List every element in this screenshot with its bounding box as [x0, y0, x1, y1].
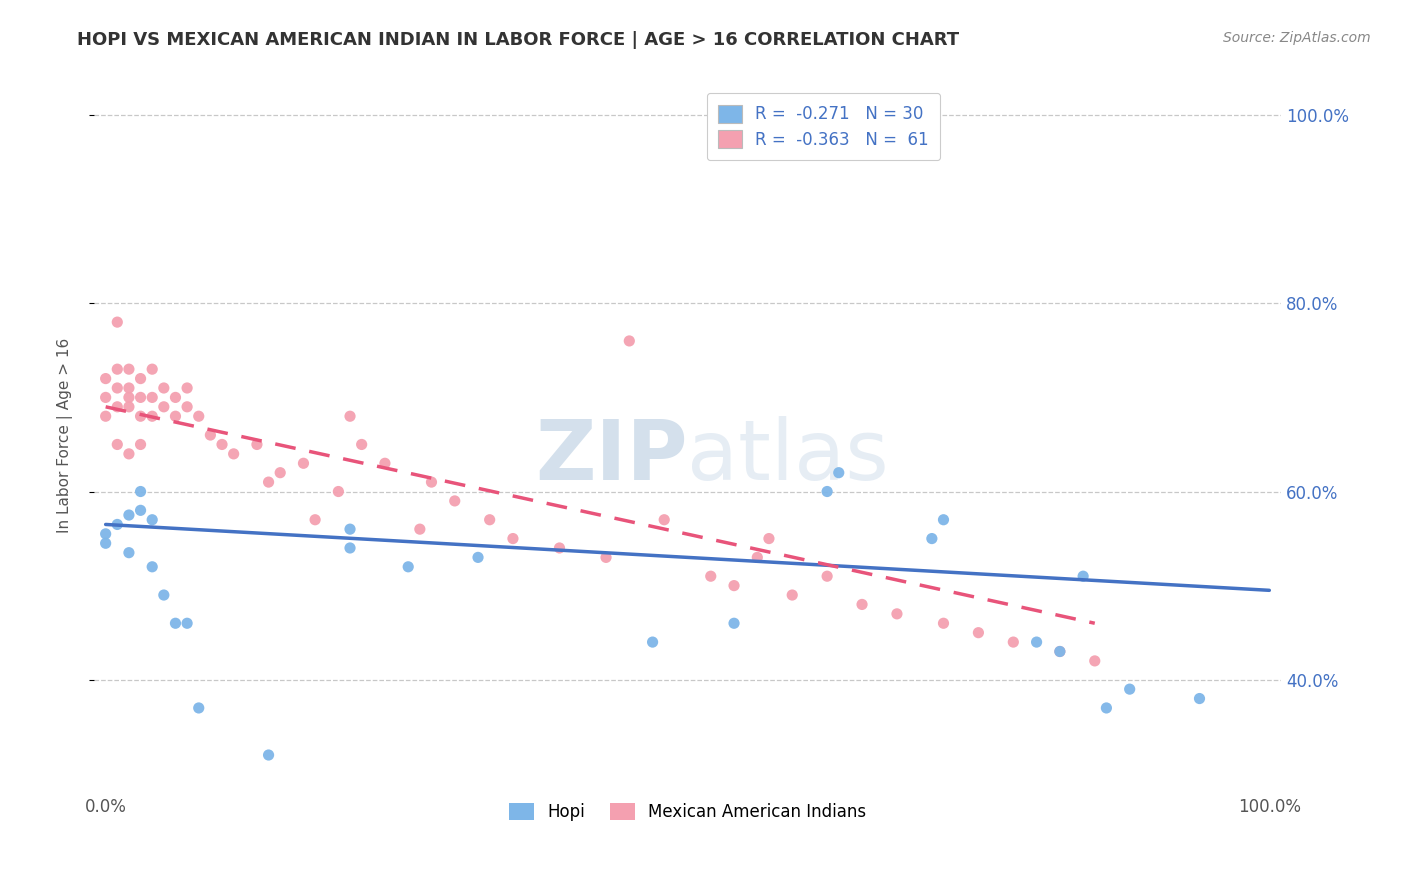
- Point: [141, 409, 163, 424]
- Point: [595, 550, 617, 565]
- Point: [641, 635, 664, 649]
- Point: [176, 616, 198, 631]
- Point: [350, 437, 373, 451]
- Point: [94, 391, 117, 405]
- Point: [153, 400, 176, 414]
- Point: [129, 484, 152, 499]
- Point: [700, 569, 723, 583]
- Text: ZIP: ZIP: [536, 416, 688, 497]
- Point: [815, 484, 838, 499]
- Point: [129, 503, 152, 517]
- Point: [815, 569, 838, 583]
- Point: [374, 456, 396, 470]
- Point: [129, 437, 152, 451]
- Point: [105, 437, 128, 451]
- Point: [292, 456, 315, 470]
- Point: [176, 381, 198, 395]
- Point: [176, 400, 198, 414]
- Point: [118, 546, 141, 560]
- Point: [105, 315, 128, 329]
- Point: [932, 616, 955, 631]
- Point: [1002, 635, 1025, 649]
- Point: [118, 508, 141, 522]
- Point: [396, 559, 419, 574]
- Point: [886, 607, 908, 621]
- Point: [967, 625, 990, 640]
- Point: [339, 522, 361, 536]
- Point: [339, 541, 361, 555]
- Point: [129, 371, 152, 385]
- Legend: Hopi, Mexican American Indians: Hopi, Mexican American Indians: [495, 789, 880, 834]
- Point: [1049, 644, 1071, 658]
- Point: [339, 409, 361, 424]
- Point: [141, 559, 163, 574]
- Point: [118, 447, 141, 461]
- Point: [94, 536, 117, 550]
- Point: [723, 579, 745, 593]
- Point: [443, 494, 465, 508]
- Point: [141, 362, 163, 376]
- Point: [129, 391, 152, 405]
- Point: [652, 513, 675, 527]
- Point: [141, 391, 163, 405]
- Point: [94, 371, 117, 385]
- Point: [758, 532, 780, 546]
- Point: [548, 541, 571, 555]
- Point: [141, 513, 163, 527]
- Text: HOPI VS MEXICAN AMERICAN INDIAN IN LABOR FORCE | AGE > 16 CORRELATION CHART: HOPI VS MEXICAN AMERICAN INDIAN IN LABOR…: [77, 31, 959, 49]
- Point: [1084, 654, 1107, 668]
- Point: [222, 447, 245, 461]
- Point: [187, 701, 209, 715]
- Point: [502, 532, 524, 546]
- Point: [619, 334, 641, 348]
- Point: [328, 484, 350, 499]
- Point: [105, 517, 128, 532]
- Point: [747, 550, 769, 565]
- Point: [478, 513, 501, 527]
- Point: [165, 616, 187, 631]
- Text: Source: ZipAtlas.com: Source: ZipAtlas.com: [1223, 31, 1371, 45]
- Text: atlas: atlas: [688, 416, 889, 497]
- Point: [165, 409, 187, 424]
- Point: [200, 428, 222, 442]
- Point: [153, 588, 176, 602]
- Point: [467, 550, 489, 565]
- Point: [1049, 644, 1071, 658]
- Point: [1025, 635, 1047, 649]
- Point: [1071, 569, 1094, 583]
- Point: [187, 409, 209, 424]
- Point: [211, 437, 233, 451]
- Point: [921, 532, 943, 546]
- Point: [129, 409, 152, 424]
- Point: [420, 475, 443, 489]
- Point: [105, 381, 128, 395]
- Point: [304, 513, 326, 527]
- Point: [1095, 701, 1118, 715]
- Point: [246, 437, 269, 451]
- Point: [269, 466, 291, 480]
- Point: [118, 381, 141, 395]
- Point: [105, 362, 128, 376]
- Point: [118, 391, 141, 405]
- Point: [780, 588, 803, 602]
- Point: [851, 598, 873, 612]
- Point: [118, 362, 141, 376]
- Point: [1118, 682, 1140, 697]
- Point: [105, 400, 128, 414]
- Point: [1188, 691, 1211, 706]
- Point: [932, 513, 955, 527]
- Point: [257, 747, 280, 762]
- Point: [828, 466, 851, 480]
- Point: [165, 391, 187, 405]
- Point: [118, 400, 141, 414]
- Point: [257, 475, 280, 489]
- Point: [409, 522, 432, 536]
- Point: [94, 526, 117, 541]
- Point: [723, 616, 745, 631]
- Point: [153, 381, 176, 395]
- Point: [94, 409, 117, 424]
- Y-axis label: In Labor Force | Age > 16: In Labor Force | Age > 16: [58, 337, 73, 533]
